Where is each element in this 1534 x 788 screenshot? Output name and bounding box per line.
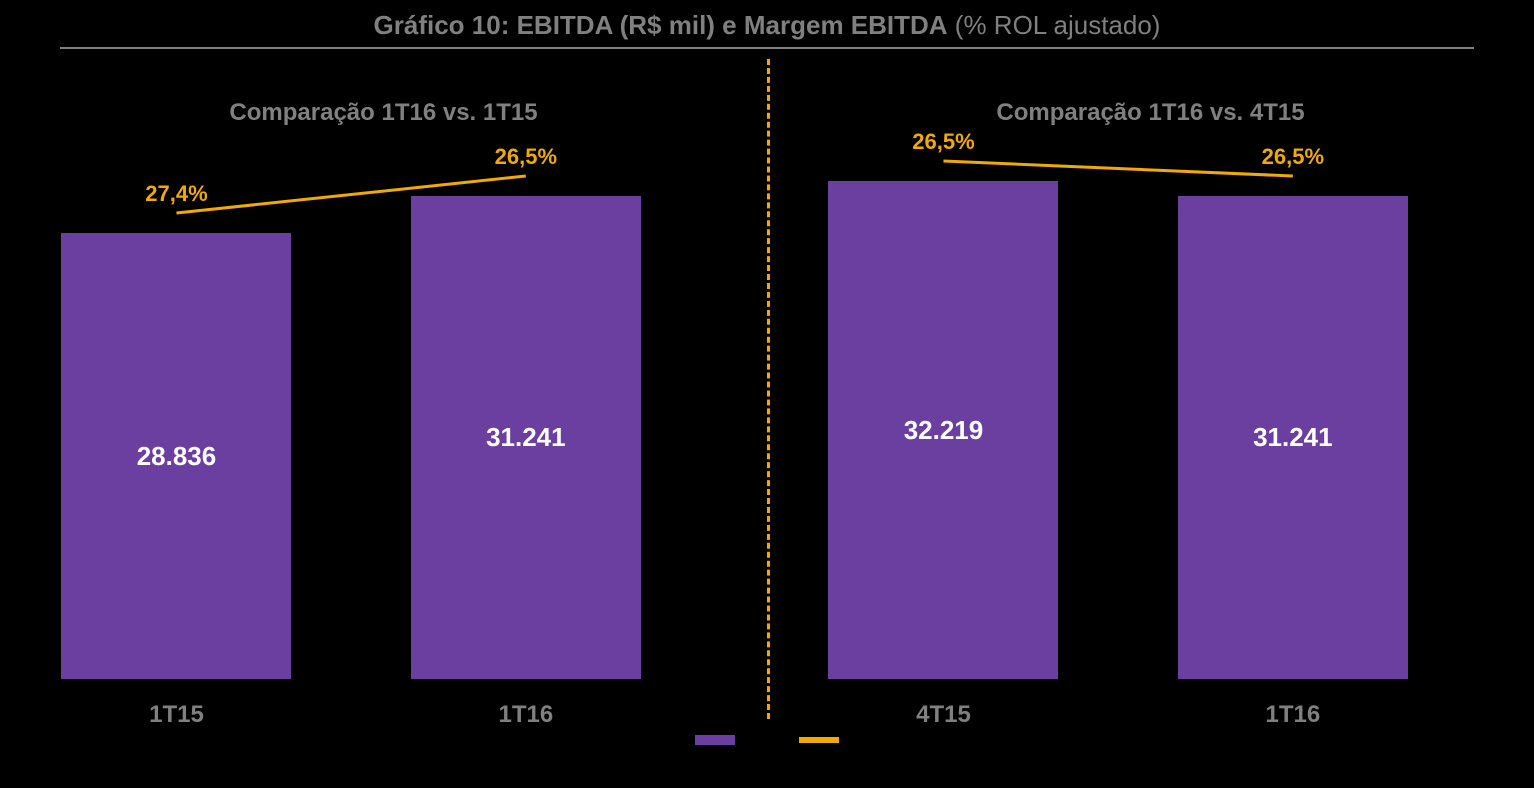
chart-title: Gráfico 10: EBITDA (R$ mil) e Margem EBI… [0, 0, 1534, 49]
panel-left-subtitle: Comparação 1T16 vs. 1T15 [0, 99, 767, 127]
bar-value-label: 31.241 [1178, 196, 1408, 679]
panel-left-chart: 28.8361T1531.2411T1627,4%26,5% [60, 169, 707, 679]
bar-category-label: 4T15 [828, 701, 1058, 729]
bar: 31.2411T16 [1178, 196, 1408, 679]
bar-value-label: 31.241 [411, 196, 641, 679]
bar: 28.8361T15 [61, 233, 291, 679]
legend-bar-swatch [695, 735, 735, 745]
bar: 31.2411T16 [411, 196, 641, 679]
margin-pct-label: 26,5% [1262, 144, 1324, 170]
legend-line-swatch [799, 737, 839, 743]
bar-value-label: 32.219 [828, 181, 1058, 679]
margin-pct-label: 26,5% [912, 129, 974, 155]
chart-legend [0, 731, 1534, 749]
bar-category-label: 1T16 [1178, 701, 1408, 729]
panel-right-subtitle: Comparação 1T16 vs. 4T15 [767, 99, 1534, 127]
margin-pct-label: 27,4% [145, 181, 207, 207]
chart-panels: Comparação 1T16 vs. 1T15 28.8361T1531.24… [0, 49, 1534, 749]
bar-value-label: 28.836 [61, 233, 291, 679]
panel-left: Comparação 1T16 vs. 1T15 28.8361T1531.24… [0, 49, 767, 749]
panel-right-chart: 32.2194T1531.2411T1626,5%26,5% [827, 169, 1474, 679]
chart-title-bold: Gráfico 10: EBITDA (R$ mil) e Margem EBI… [374, 10, 948, 40]
bar-category-label: 1T16 [411, 701, 641, 729]
chart-title-light: (% ROL ajustado) [948, 10, 1161, 40]
panel-right: Comparação 1T16 vs. 4T15 32.2194T1531.24… [767, 49, 1534, 749]
bar-category-label: 1T15 [61, 701, 291, 729]
margin-pct-label: 26,5% [495, 144, 557, 170]
bar: 32.2194T15 [828, 181, 1058, 679]
